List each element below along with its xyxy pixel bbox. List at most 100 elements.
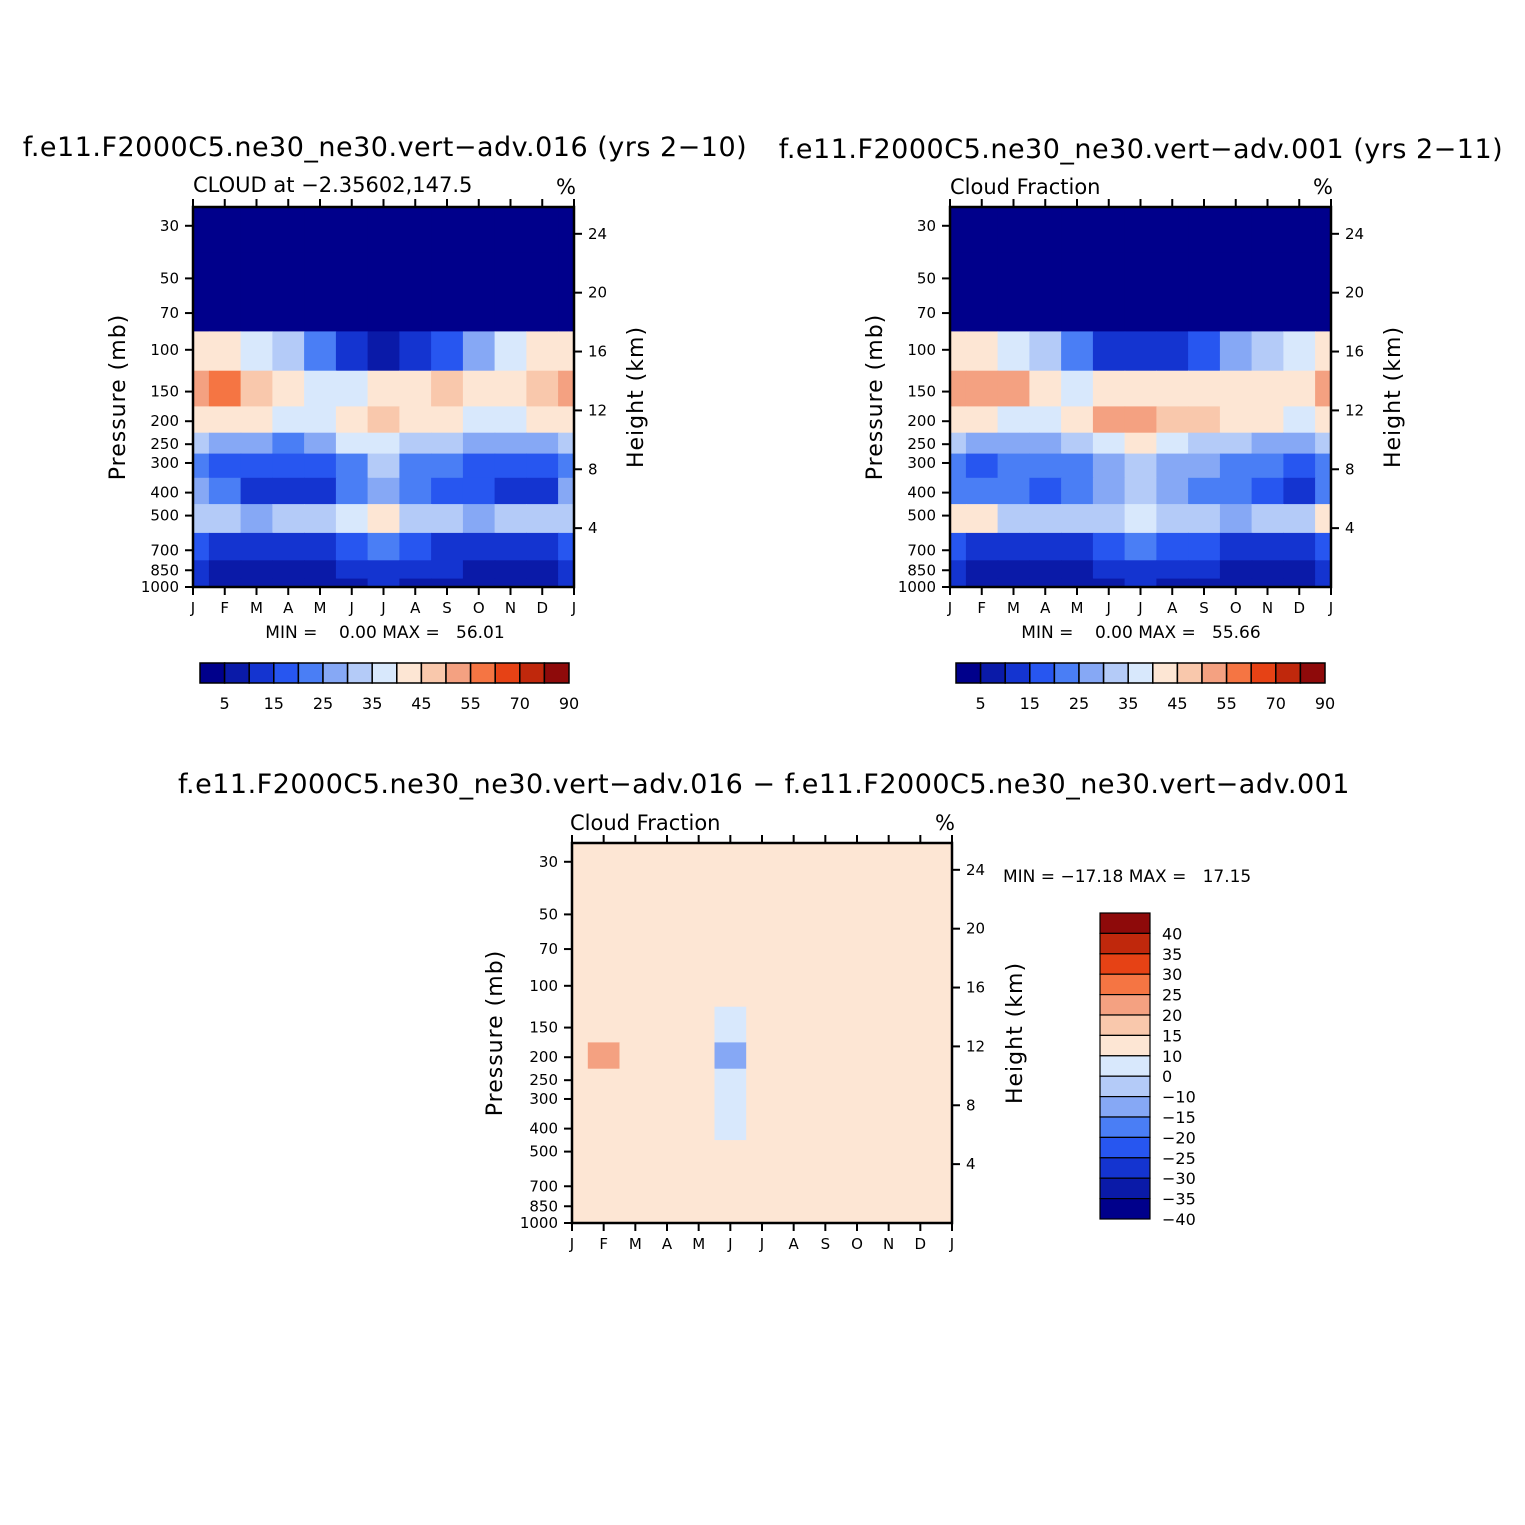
panel-1-title: f.e11.F2000C5.ne30_ne30.vert−adv.016 (yr…: [23, 132, 747, 163]
contour-cell: [997, 432, 1030, 455]
contour-cell: [558, 406, 575, 434]
contour-cell: [746, 1214, 779, 1224]
contour-cell: [462, 504, 496, 534]
contour-cell: [651, 1006, 684, 1043]
contour-cell: [335, 370, 369, 407]
contour-cell: [462, 252, 496, 297]
colorbar-swatch: [248, 662, 275, 684]
contour-cell: [1251, 295, 1284, 332]
x-tick-label: S: [821, 1235, 831, 1253]
x-tick-label: D: [915, 1235, 927, 1253]
contour-cell: [1156, 432, 1189, 455]
colorbar-swatch: [1099, 1075, 1151, 1098]
colorbar-swatch: [371, 662, 398, 684]
contour-cell: [965, 331, 999, 372]
contour-cell: [240, 477, 273, 505]
x-tick-label: A: [662, 1235, 673, 1253]
contour-cell: [1061, 578, 1094, 588]
contour-cell: [1283, 406, 1316, 434]
colorbar-label: −35: [1162, 1190, 1196, 1209]
contour-cell: [682, 1042, 716, 1070]
colorbar-swatch: [979, 662, 1006, 684]
colorbar-swatch: [1299, 662, 1326, 684]
contour-cell: [558, 295, 575, 332]
y-tick-label: 150: [529, 1019, 558, 1037]
x-tick-label: J: [759, 1235, 764, 1253]
colorbar-label: 0: [1162, 1067, 1172, 1086]
contour-cell: [619, 1140, 652, 1170]
y-tick-label: 250: [907, 435, 936, 453]
contour-cell: [1029, 453, 1062, 479]
contour-cell: [526, 578, 559, 588]
colorbar-swatch: [346, 662, 373, 684]
colorbar-label: −10: [1162, 1088, 1196, 1107]
contour-cell: [304, 331, 337, 372]
contour-cell: [431, 504, 464, 534]
y-tick-label: 500: [529, 1143, 558, 1161]
contour-cell: [1029, 252, 1062, 297]
contour-cell: [558, 432, 575, 455]
contour-cell: [494, 477, 527, 505]
contour-cell: [1219, 477, 1253, 505]
contour-cell: [872, 1214, 906, 1224]
contour-cell: [1283, 453, 1316, 479]
contour-cell: [746, 1196, 779, 1216]
contour-cell: [1156, 295, 1189, 332]
contour-cell: [809, 1168, 842, 1197]
contour-cell: [335, 295, 369, 332]
contour-cell: [950, 252, 967, 297]
contour-cell: [1092, 477, 1126, 505]
colorbar-swatch: [1099, 1157, 1151, 1179]
contour-cell: [1188, 370, 1221, 407]
contour-cell: [1188, 453, 1221, 479]
contour-cell: [651, 1196, 684, 1216]
panel-3-cells: [572, 843, 953, 1224]
contour-cell: [1061, 207, 1094, 253]
contour-cell: [208, 370, 242, 407]
x-tick-label: J: [569, 1235, 574, 1253]
contour-cell: [936, 1196, 953, 1216]
contour-cell: [1251, 477, 1284, 505]
contour-cell: [399, 453, 432, 479]
contour-cell: [777, 843, 811, 889]
x-tick-label: A: [283, 599, 294, 617]
contour-cell: [872, 1068, 906, 1091]
x-tick-label: J: [1137, 599, 1142, 617]
contour-cell: [841, 1214, 874, 1224]
contour-cell: [1124, 252, 1157, 297]
contour-cell: [1188, 578, 1221, 588]
contour-cell: [904, 1113, 937, 1141]
contour-cell: [587, 1089, 621, 1115]
y-tick-label: 30: [917, 217, 936, 235]
y-tick-label: 100: [529, 977, 558, 995]
x-tick-label: A: [1040, 599, 1051, 617]
x-tick-label: J: [1328, 599, 1333, 617]
x-tick-label: F: [599, 1235, 608, 1253]
contour-cell: [1029, 370, 1062, 407]
contour-cell: [619, 1196, 652, 1216]
contour-cell: [1188, 331, 1221, 372]
contour-cell: [208, 252, 242, 297]
panel-1: f.e11.F2000C5.ne30_ne30.vert−adv.016 (yr…: [23, 132, 747, 713]
contour-cell: [872, 1089, 906, 1115]
contour-cell: [304, 560, 337, 580]
contour-cell: [841, 843, 874, 889]
contour-cell: [1124, 432, 1157, 455]
contour-cell: [809, 843, 842, 889]
contour-cell: [399, 560, 432, 580]
y2-tick-label: 4: [1345, 519, 1355, 537]
contour-cell: [1061, 295, 1094, 332]
contour-cell: [841, 1068, 874, 1091]
contour-cell: [1029, 578, 1062, 588]
colorbar-label: 5: [976, 694, 986, 713]
contour-cell: [558, 532, 575, 561]
y-tick-label: 30: [539, 853, 558, 871]
contour-cell: [619, 1214, 652, 1224]
contour-cell: [399, 370, 432, 407]
contour-cell: [682, 1214, 716, 1224]
contour-cell: [1124, 331, 1157, 372]
contour-cell: [572, 931, 589, 968]
contour-cell: [619, 1068, 652, 1091]
contour-cell: [1283, 504, 1316, 534]
contour-cell: [1315, 477, 1332, 505]
